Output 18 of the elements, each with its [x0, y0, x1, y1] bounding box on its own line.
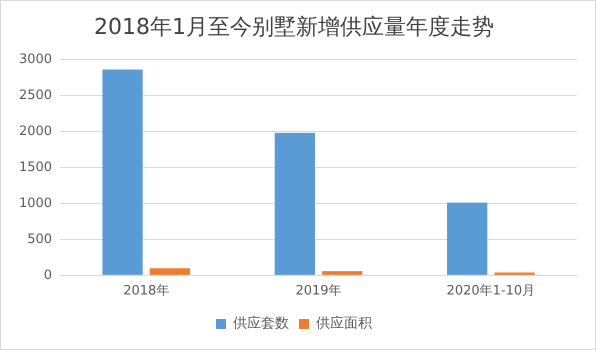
legend-label: 供应面积 — [316, 316, 372, 332]
y-tick-label: 3000 — [18, 52, 52, 67]
y-tick-label: 500 — [27, 232, 52, 247]
bar — [322, 271, 362, 275]
y-tick-label: 2000 — [18, 124, 52, 139]
bar — [102, 69, 143, 275]
x-tick-label: 2020年1-10月 — [446, 284, 536, 299]
y-tick-label: 1000 — [18, 196, 52, 211]
bar — [150, 268, 190, 275]
chart-title: 2018年1月至今别墅新增供应量年度走势 — [94, 14, 494, 40]
x-tick-label: 2019年 — [295, 284, 342, 299]
y-tick-label: 2500 — [18, 88, 52, 103]
legend-label: 供应套数 — [233, 316, 289, 332]
y-tick-label: 0 — [44, 268, 52, 283]
bar — [447, 202, 488, 275]
y-tick-label: 1500 — [18, 160, 52, 175]
x-tick-label: 2018年 — [123, 284, 170, 299]
bar — [274, 132, 315, 275]
